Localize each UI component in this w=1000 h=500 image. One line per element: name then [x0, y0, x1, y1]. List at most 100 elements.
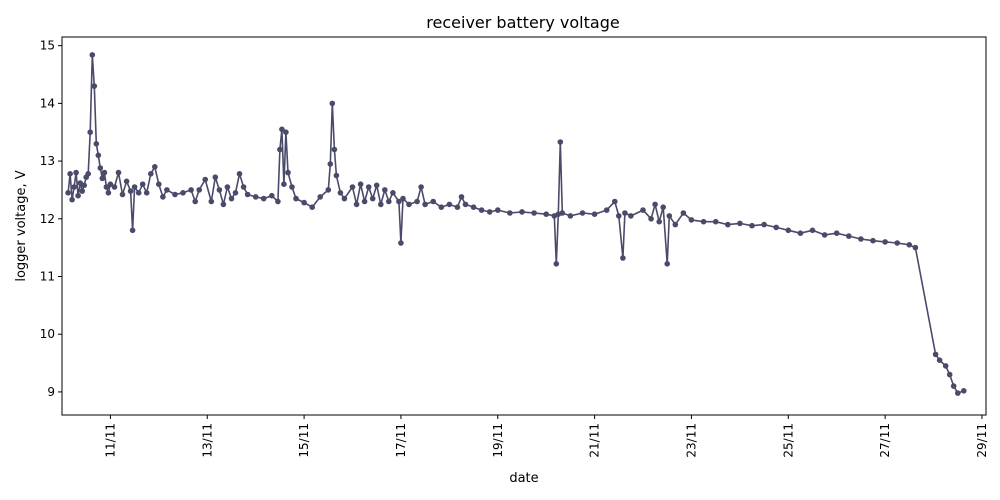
data-point: [620, 255, 626, 261]
data-point: [422, 201, 428, 208]
y-tick-label: 12: [40, 212, 55, 226]
data-point: [357, 181, 364, 187]
data-point: [349, 184, 356, 190]
data-point: [333, 172, 340, 179]
data-point: [131, 184, 138, 190]
x-tick-label: 27/11: [878, 423, 892, 458]
chart-title: receiver battery voltage: [426, 13, 619, 32]
data-point: [664, 261, 670, 267]
data-point: [737, 220, 743, 227]
data-point: [507, 210, 513, 216]
data-point: [188, 187, 194, 193]
data-point: [172, 191, 178, 198]
data-point: [406, 201, 412, 208]
data-point: [353, 201, 360, 208]
data-point: [369, 195, 376, 202]
data-point: [95, 152, 102, 159]
data-point: [275, 198, 281, 205]
data-point: [446, 201, 453, 208]
data-point: [148, 171, 154, 177]
data-point: [390, 190, 396, 196]
data-point: [279, 126, 285, 133]
data-point: [700, 218, 707, 225]
data-point: [283, 129, 289, 135]
data-point: [640, 207, 646, 213]
data-point: [156, 181, 162, 187]
data-point: [396, 198, 402, 205]
data-point: [216, 187, 223, 193]
data-point: [579, 210, 586, 216]
data-point: [712, 218, 719, 225]
data-point: [458, 194, 465, 200]
data-point: [93, 141, 100, 147]
data-point: [688, 217, 695, 223]
data-point: [135, 190, 142, 196]
data-point: [361, 198, 368, 205]
data-point: [531, 210, 537, 216]
data-point: [809, 227, 816, 234]
data-point: [164, 187, 170, 193]
data-point: [192, 198, 198, 205]
data-point: [119, 191, 126, 198]
data-point: [293, 195, 299, 202]
data-point: [337, 190, 344, 196]
data-point: [67, 171, 73, 177]
data-point: [603, 207, 610, 213]
data-point: [373, 182, 380, 189]
data-point: [833, 230, 840, 236]
data-point: [378, 201, 384, 208]
data-point: [75, 192, 81, 199]
data-point: [281, 181, 287, 187]
data-point: [212, 174, 219, 180]
data-point: [438, 204, 445, 210]
data-point: [470, 204, 477, 210]
data-point: [129, 227, 136, 234]
data-point: [301, 199, 307, 206]
data-point: [73, 169, 79, 176]
data-point: [946, 371, 953, 378]
data-point: [269, 192, 275, 199]
x-tick-label: 23/11: [684, 423, 698, 458]
data-point: [317, 194, 324, 200]
x-tick-label: 19/11: [491, 423, 505, 458]
data-point: [220, 201, 227, 208]
x-tick-label: 29/11: [975, 423, 989, 458]
data-point: [454, 204, 461, 210]
data-point: [870, 237, 876, 244]
data-point: [85, 171, 91, 177]
data-point: [228, 195, 235, 202]
data-point: [160, 194, 166, 200]
data-point: [430, 198, 437, 205]
data-point: [101, 169, 108, 176]
data-point: [725, 221, 731, 228]
data-point: [329, 100, 336, 107]
data-point: [107, 181, 114, 187]
data-point: [123, 178, 130, 185]
x-tick-label: 11/11: [103, 423, 117, 458]
x-tick-label: 13/11: [200, 423, 214, 458]
data-point: [906, 242, 913, 248]
y-axis: 9 10 11 12 13 14 15: [40, 39, 62, 399]
data-point: [559, 210, 566, 216]
data-point: [567, 213, 574, 219]
data-point: [858, 236, 864, 242]
data-point: [309, 204, 316, 210]
data-point: [912, 244, 919, 251]
data-point: [961, 388, 967, 394]
data-point: [99, 175, 106, 182]
data-point: [105, 190, 112, 196]
y-tick-label: 10: [40, 327, 55, 341]
data-point: [327, 161, 334, 167]
x-tick-label: 21/11: [588, 423, 602, 458]
data-point: [277, 146, 283, 153]
data-point: [65, 190, 71, 196]
data-point: [91, 83, 98, 89]
data-point: [325, 187, 332, 193]
data-point: [244, 191, 251, 198]
y-tick-label: 15: [40, 39, 55, 53]
y-tick-label: 13: [40, 154, 55, 168]
y-tick-label: 9: [47, 385, 55, 399]
data-point: [942, 363, 949, 369]
